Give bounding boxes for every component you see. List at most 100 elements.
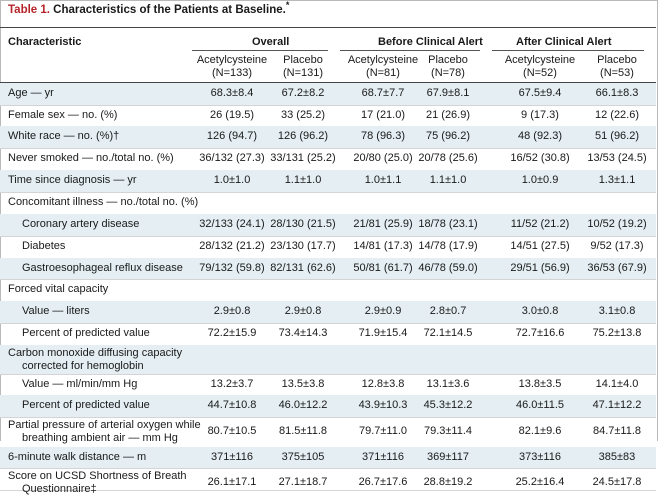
table-cell: 51 (96.2) <box>594 130 640 142</box>
table-cell: 46.0±12.2 <box>278 399 328 411</box>
row-label-continued: corrected for hemoglobin <box>22 360 144 372</box>
arm-name: Placebo <box>428 54 468 66</box>
row-label: Percent of predicted value <box>22 399 150 411</box>
row-label: Percent of predicted value <box>22 327 150 339</box>
table-cell: 67.5±9.4 <box>518 87 562 99</box>
table-cell: 47.1±12.2 <box>592 399 642 411</box>
row-divider <box>0 105 656 106</box>
row-label-continued: breathing ambient air — mm Hg <box>22 432 178 444</box>
table-title: Table 1. Characteristics of the Patients… <box>8 1 289 16</box>
table-cell: 46/78 (59.0) <box>418 262 478 274</box>
arm-header: Acetylcysteine (N=52) <box>495 54 585 80</box>
table-cell: 36/132 (27.3) <box>199 152 265 164</box>
row-label: Concomitant illness — no./total no. (%) <box>8 196 199 208</box>
row-divider <box>0 490 656 491</box>
arm-n: (N=131) <box>282 67 324 79</box>
header-bottom-rule <box>0 82 656 83</box>
table-cell: 67.2±8.2 <box>281 87 325 99</box>
table-cell: 2.9±0.8 <box>284 305 322 317</box>
table-cell: 18/78 (23.1) <box>418 218 478 230</box>
row-band <box>0 258 656 279</box>
table-cell: 126 (94.7) <box>206 130 258 142</box>
table-cell: 33/131 (25.2) <box>270 152 336 164</box>
table-cell: 79.3±11.4 <box>423 425 473 437</box>
table-cell: 26 (19.5) <box>209 109 255 121</box>
row-divider <box>0 468 656 469</box>
table-cell: 48 (92.3) <box>517 130 563 142</box>
table-cell: 72.7±16.6 <box>515 327 565 339</box>
table-cell: 12 (22.6) <box>594 109 640 121</box>
table-cell: 1.3±1.1 <box>598 174 636 186</box>
table-cell: 10/52 (19.2) <box>587 218 647 230</box>
arm-n: (N=78) <box>431 67 465 79</box>
table-cell: 2.9±0.8 <box>213 305 251 317</box>
table-cell: 21 (26.9) <box>425 109 471 121</box>
table-cell: 24.5±17.8 <box>592 476 642 488</box>
table-cell: 375±105 <box>281 451 325 463</box>
table-cell: 385±83 <box>598 451 636 463</box>
row-label-continued: Questionnaire‡ <box>22 483 97 495</box>
row-divider <box>0 323 656 324</box>
group-rule-overall <box>192 50 328 51</box>
table-cell: 82.1±9.6 <box>518 425 562 437</box>
table-cell: 1.0±0.9 <box>521 174 559 186</box>
table-cell: 13.1±3.6 <box>426 378 470 390</box>
row-label: 6-minute walk distance — m <box>8 451 147 463</box>
table-cell: 17 (21.0) <box>360 109 406 121</box>
row-label: Age — yr <box>8 87 54 99</box>
row-divider <box>0 374 656 375</box>
row-label: Diabetes <box>22 240 66 252</box>
row-label: Never smoked — no./total no. (%) <box>8 152 174 164</box>
row-band <box>0 395 656 417</box>
table-cell: 126 (96.2) <box>277 130 329 142</box>
row-band <box>0 126 656 148</box>
arm-header: Placebo (N=78) <box>403 54 493 80</box>
arm-name: Placebo <box>597 54 637 66</box>
table-footnote-mark: * <box>285 0 290 11</box>
table-cell: 46.0±11.5 <box>515 399 565 411</box>
row-band <box>0 301 656 323</box>
arm-n: (N=53) <box>600 67 634 79</box>
header-group-after: After Clinical Alert <box>516 36 612 48</box>
table-cell: 79/132 (59.8) <box>199 262 265 274</box>
row-label: White race — no. (%)† <box>8 130 120 142</box>
arm-n: (N=52) <box>523 67 557 79</box>
group-rule-before <box>340 50 480 51</box>
table-cell: 2.9±0.9 <box>364 305 402 317</box>
row-label: Partial pressure of arterial oxygen whil… <box>8 419 201 431</box>
table-cell: 45.3±12.2 <box>423 399 473 411</box>
header-group-before: Before Clinical Alert <box>378 36 483 48</box>
row-band <box>0 170 656 192</box>
row-label: Gastroesophageal reflux disease <box>22 262 183 274</box>
header-characteristic: Characteristic <box>8 36 82 48</box>
table-cell: 9/52 (17.3) <box>590 240 644 252</box>
table-cell: 11/52 (21.2) <box>510 218 570 230</box>
table-cell: 71.9±15.4 <box>358 327 408 339</box>
row-band <box>0 214 656 236</box>
arm-n: (N=133) <box>211 67 253 79</box>
table-cell: 1.1±1.0 <box>284 174 322 186</box>
row-divider <box>0 148 656 149</box>
table-cell: 78 (96.3) <box>360 130 406 142</box>
arm-header: Placebo (N=131) <box>258 54 348 80</box>
row-divider <box>0 279 656 280</box>
table-cell: 28.8±19.2 <box>423 476 473 488</box>
table-cell: 79.7±11.0 <box>358 425 408 437</box>
table-cell: 21/81 (25.9) <box>353 218 413 230</box>
row-label: Coronary artery disease <box>22 218 140 230</box>
arm-header: Acetylcysteine (N=81) <box>338 54 428 80</box>
table-cell: 20/80 (25.0) <box>353 152 413 164</box>
table-cell: 29/51 (56.9) <box>510 262 570 274</box>
table-cell: 1.0±1.1 <box>364 174 402 186</box>
table-cell: 27.1±18.7 <box>278 476 328 488</box>
table-cell: 3.0±0.8 <box>521 305 559 317</box>
table-cell: 20/78 (25.6) <box>418 152 478 164</box>
table-cell: 14/78 (17.9) <box>418 240 478 252</box>
table-cell: 2.8±0.7 <box>429 305 467 317</box>
table-cell: 1.1±1.0 <box>429 174 467 186</box>
table-cell: 369±117 <box>427 451 469 463</box>
arm-header: Placebo (N=53) <box>572 54 660 80</box>
row-label: Forced vital capacity <box>8 283 109 295</box>
table-cell: 13.2±3.7 <box>210 378 254 390</box>
row-label: Value — ml/min/mm Hg <box>22 378 138 390</box>
